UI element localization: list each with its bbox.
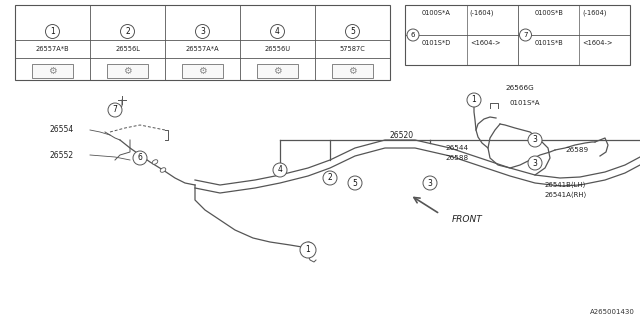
Text: ⚙: ⚙ (198, 66, 207, 76)
Text: 5: 5 (350, 27, 355, 36)
Text: 0101S*A: 0101S*A (510, 100, 541, 106)
Bar (332, 64, 373, 78)
Text: 26557A*B: 26557A*B (36, 46, 69, 52)
Circle shape (520, 29, 531, 41)
Text: 0101S*D: 0101S*D (422, 40, 451, 46)
Text: 2: 2 (328, 173, 332, 182)
Text: 26556L: 26556L (115, 46, 140, 52)
Circle shape (467, 93, 481, 107)
Text: 26557A*A: 26557A*A (186, 46, 220, 52)
Text: ⚙: ⚙ (348, 66, 357, 76)
Text: 3: 3 (200, 27, 205, 36)
Text: ⚙: ⚙ (48, 66, 57, 76)
Text: 26588: 26588 (445, 155, 468, 161)
Text: 0100S*A: 0100S*A (422, 10, 451, 16)
Circle shape (407, 29, 419, 41)
Text: 5: 5 (353, 179, 357, 188)
Circle shape (273, 163, 287, 177)
Text: <1604->: <1604-> (470, 40, 500, 46)
Ellipse shape (152, 160, 158, 164)
Text: A265001430: A265001430 (590, 309, 635, 315)
Circle shape (423, 176, 437, 190)
Text: 26556U: 26556U (264, 46, 291, 52)
Text: 7: 7 (524, 32, 528, 38)
Circle shape (323, 171, 337, 185)
Text: 57587C: 57587C (340, 46, 365, 52)
Bar (257, 64, 298, 78)
Text: 1: 1 (472, 95, 476, 105)
Text: 26541B⟨LH⟩: 26541B⟨LH⟩ (545, 182, 586, 188)
Circle shape (528, 133, 542, 147)
Text: 26566G: 26566G (505, 85, 534, 91)
Text: 26541A⟨RH⟩: 26541A⟨RH⟩ (545, 192, 588, 198)
Text: 7: 7 (113, 106, 117, 115)
Circle shape (300, 242, 316, 258)
Text: ⚙: ⚙ (273, 66, 282, 76)
Text: 6: 6 (138, 154, 143, 163)
Text: FRONT: FRONT (452, 215, 483, 225)
Bar (32, 64, 73, 78)
Text: 3: 3 (532, 158, 538, 167)
Bar (15, 5, 390, 80)
Circle shape (45, 25, 60, 38)
Circle shape (348, 176, 362, 190)
Text: 3: 3 (532, 135, 538, 145)
Text: 1: 1 (50, 27, 55, 36)
Bar (107, 64, 148, 78)
Text: 26552: 26552 (50, 150, 74, 159)
Text: 4: 4 (278, 165, 282, 174)
Circle shape (133, 151, 147, 165)
Text: 2: 2 (125, 27, 130, 36)
Text: 26520: 26520 (390, 131, 414, 140)
Text: 4: 4 (275, 27, 280, 36)
Text: ⚙: ⚙ (123, 66, 132, 76)
Bar (182, 64, 223, 78)
Text: (-1604): (-1604) (470, 10, 494, 16)
Text: 1: 1 (306, 245, 310, 254)
Bar (405, 5, 630, 65)
Text: 26554: 26554 (50, 125, 74, 134)
Ellipse shape (160, 168, 166, 172)
Text: <1604->: <1604-> (582, 40, 613, 46)
Text: 3: 3 (428, 179, 433, 188)
Text: 0100S*B: 0100S*B (534, 10, 563, 16)
Text: 6: 6 (411, 32, 415, 38)
Circle shape (108, 103, 122, 117)
Circle shape (195, 25, 209, 38)
Circle shape (120, 25, 134, 38)
Text: (-1604): (-1604) (582, 10, 607, 16)
Circle shape (271, 25, 285, 38)
Text: 0101S*B: 0101S*B (534, 40, 563, 46)
Text: 26589: 26589 (565, 147, 588, 153)
Text: 26544: 26544 (445, 145, 468, 151)
Circle shape (346, 25, 360, 38)
Circle shape (528, 156, 542, 170)
